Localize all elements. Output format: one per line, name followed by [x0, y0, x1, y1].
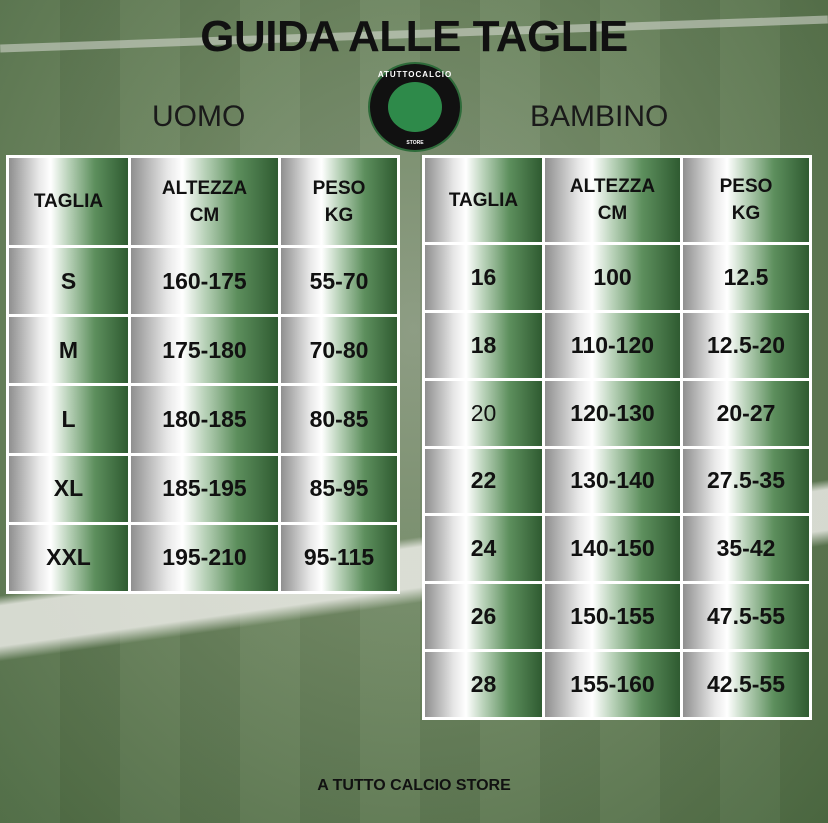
table-cell: 22	[425, 448, 542, 514]
table-cell: 100	[545, 245, 680, 310]
header-cell: ALTEZZA CM	[545, 158, 680, 242]
table-cell: 28	[425, 652, 542, 717]
logo-text: ATUTTOCALCIO	[377, 70, 453, 79]
table-cell: 20-27	[683, 380, 809, 446]
store-logo: ATUTTOCALCIO STORE	[368, 62, 462, 152]
table-cell: 16	[425, 245, 542, 310]
table-cell: 20	[425, 380, 542, 446]
table-cell: 24	[425, 516, 542, 582]
table-cell: 160-175	[131, 248, 278, 315]
table-cell: XL	[9, 455, 128, 522]
table-cell: 120-130	[545, 380, 680, 446]
table-cell: 85-95	[281, 455, 397, 522]
player-icon	[388, 82, 442, 132]
table-cell: 150-155	[545, 584, 680, 650]
uomo-heading: UOMO	[152, 100, 246, 133]
table-cell: 195-210	[131, 524, 278, 591]
table-cell: 155-160	[545, 652, 680, 717]
header-cell: PESO KG	[281, 158, 397, 245]
table-cell: 47.5-55	[683, 584, 809, 650]
header-cell: TAGLIA	[425, 158, 542, 242]
page-title: GUIDA ALLE TAGLIE	[200, 12, 628, 61]
table-cell: 12.5-20	[683, 312, 809, 378]
header-cell: TAGLIA	[9, 158, 128, 245]
table-cell: 42.5-55	[683, 652, 809, 717]
table-cell: 27.5-35	[683, 448, 809, 514]
table-cell: 26	[425, 584, 542, 650]
table-cell: 95-115	[281, 524, 397, 591]
table-cell: 35-42	[683, 516, 809, 582]
table-cell: 55-70	[281, 248, 397, 315]
table-cell: 130-140	[545, 448, 680, 514]
table-cell: 185-195	[131, 455, 278, 522]
table-cell: 175-180	[131, 317, 278, 384]
table-cell: 18	[425, 312, 542, 378]
bambino-size-table: TAGLIA ALTEZZA CM PESO KG 16 100 12.5 18 110-12…	[422, 155, 812, 720]
bambino-heading: BAMBINO	[530, 100, 669, 133]
table-cell: M	[9, 317, 128, 384]
table-cell: 180-185	[131, 386, 278, 453]
table-cell: 12.5	[683, 245, 809, 310]
table-cell: L	[9, 386, 128, 453]
footer-text: A TUTTO CALCIO STORE	[317, 777, 511, 794]
table-cell: 140-150	[545, 516, 680, 582]
logo-store-text: STORE	[406, 140, 424, 146]
table-cell: S	[9, 248, 128, 315]
header-cell: ALTEZZA CM	[131, 158, 278, 245]
table-cell: 110-120	[545, 312, 680, 378]
table-cell: 80-85	[281, 386, 397, 453]
uomo-size-table: TAGLIA ALTEZZA CM PESO KG S 160-175 55-70 M 175…	[6, 155, 400, 594]
table-cell: 70-80	[281, 317, 397, 384]
table-cell: XXL	[9, 524, 128, 591]
header-cell: PESO KG	[683, 158, 809, 242]
